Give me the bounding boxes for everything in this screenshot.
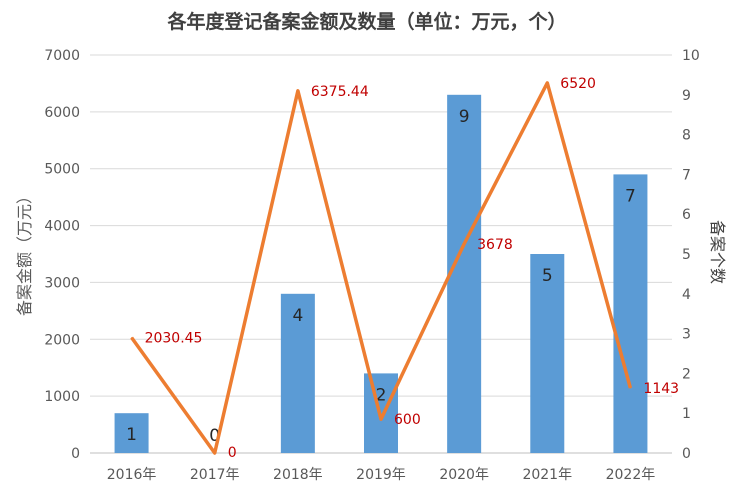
y-tick-label: 2000	[44, 332, 80, 348]
line-data-label: 600	[394, 412, 421, 428]
x-tick-label: 2021年	[522, 467, 572, 483]
y-tick-label: 6000	[44, 105, 80, 121]
line-data-label: 6520	[560, 76, 596, 92]
line-data-label: 6375.44	[311, 84, 369, 100]
bar	[530, 254, 565, 453]
line-point	[131, 337, 133, 339]
bar-data-label: 9	[459, 107, 470, 127]
y-tick-label: 0	[71, 446, 80, 462]
line-data-label: 0	[228, 445, 237, 461]
line-data-label: 3678	[477, 237, 513, 253]
line-point	[546, 82, 548, 84]
line-point	[629, 387, 631, 389]
y2-tick-label: 2	[682, 366, 691, 382]
line-data-label: 1143	[643, 381, 679, 397]
chart-title: 各年度登记备案金额及数量（单位：万元，个）	[166, 10, 566, 33]
y-tick-label: 5000	[44, 162, 80, 178]
gridlines	[90, 54, 672, 454]
bar-data-label: 4	[292, 306, 303, 326]
line-data-label: 2030.45	[145, 331, 203, 347]
line-series	[130, 81, 633, 455]
y2-tick-label: 5	[682, 247, 691, 263]
y-axis-left: 0 1000 2000 3000 4000 5000 6000 7000	[44, 48, 80, 462]
y-tick-label: 1000	[44, 389, 80, 405]
y2-tick-label: 4	[682, 287, 691, 303]
bar-series	[114, 94, 648, 454]
y2-tick-label: 7	[682, 167, 691, 183]
y-axis-right: 0 1 2 3 4 5 6 7 8 9 10	[682, 48, 700, 462]
line-data-labels: 2030.45 0 6375.44 600 3678 6520 1143	[145, 76, 679, 461]
y-tick-label: 7000	[44, 48, 80, 64]
x-axis: 2016年 2017年 2018年 2019年 2020年 2021年 2022年	[107, 467, 655, 483]
bar-data-label: 0	[209, 426, 220, 446]
bar	[447, 94, 482, 454]
bar-data-labels: 1 0 4 2 9 5 7	[126, 107, 636, 446]
y2-axis-title: 备案个数	[708, 220, 727, 284]
x-tick-label: 2020年	[439, 467, 489, 483]
bar	[613, 174, 648, 453]
x-tick-label: 2018年	[273, 467, 323, 483]
y-tick-label: 4000	[44, 219, 80, 235]
line-point	[380, 418, 382, 420]
y2-tick-label: 0	[682, 446, 691, 462]
line-point	[463, 243, 465, 245]
x-tick-label: 2019年	[356, 467, 406, 483]
bar-data-label: 1	[126, 425, 137, 445]
y-axis-title: 备案金额（万元）	[15, 188, 34, 316]
bar	[114, 413, 149, 453]
line-point	[214, 452, 216, 454]
bar-data-label: 5	[542, 266, 553, 286]
y2-tick-label: 9	[682, 88, 691, 104]
y2-tick-label: 6	[682, 207, 691, 223]
bar	[280, 293, 315, 453]
y2-tick-label: 8	[682, 128, 691, 144]
y-tick-label: 3000	[44, 275, 80, 291]
bar-data-label: 7	[625, 186, 636, 206]
x-tick-label: 2016年	[107, 467, 157, 483]
y2-tick-label: 10	[682, 48, 700, 64]
y2-tick-label: 1	[682, 406, 691, 422]
x-tick-label: 2017年	[190, 467, 240, 483]
bar-data-label: 2	[376, 385, 387, 405]
y2-tick-label: 3	[682, 327, 691, 343]
x-tick-label: 2022年	[606, 467, 656, 483]
line-point	[297, 90, 299, 92]
